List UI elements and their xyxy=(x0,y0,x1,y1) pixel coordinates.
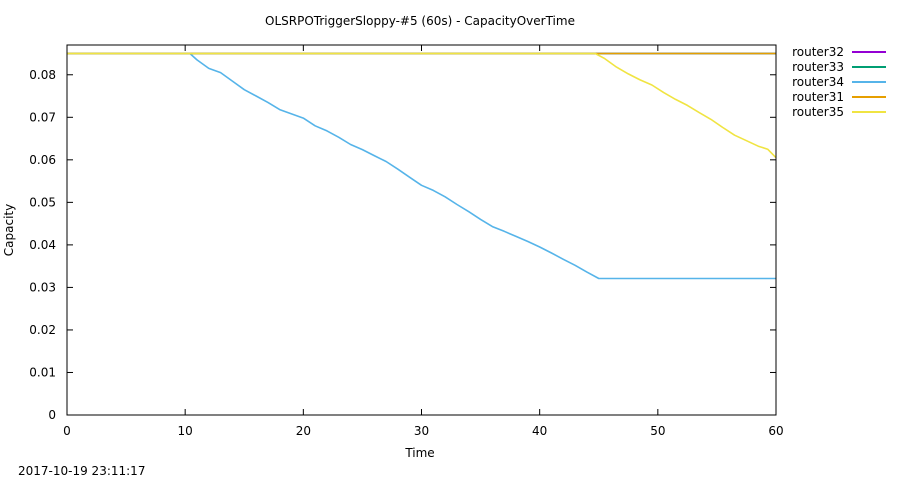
series-line-router35 xyxy=(67,52,777,159)
x-tick-label: 30 xyxy=(414,424,429,438)
chart-title: OLSRPOTriggerSloppy-#5 (60s) - CapacityO… xyxy=(265,14,575,28)
x-tick-label: 10 xyxy=(178,424,193,438)
y-tick-label: 0.04 xyxy=(29,238,56,252)
x-tick-label: 0 xyxy=(63,424,71,438)
legend-label-router34: router34 xyxy=(792,75,844,89)
y-axis-label: Capacity xyxy=(2,204,16,256)
x-tick-label: 50 xyxy=(650,424,665,438)
y-tick-label: 0.07 xyxy=(29,110,56,124)
y-tick-label: 0.06 xyxy=(29,153,56,167)
y-tick-label: 0 xyxy=(48,408,56,422)
legend-label-router35: router35 xyxy=(792,105,844,119)
axes: 0 10 20 30 40 50 60 0 0.01 0.02 0.03 0.04 0.05 0.06 0.… xyxy=(29,44,784,438)
x-tick-label: 40 xyxy=(532,424,547,438)
legend-label-router33: router33 xyxy=(792,60,844,74)
x-axis-label: Time xyxy=(404,446,434,460)
y-tick-label: 0.01 xyxy=(29,365,56,379)
legend-label-router31: router31 xyxy=(792,90,844,104)
y-tick-label: 0.03 xyxy=(29,280,56,294)
plot-area xyxy=(67,52,777,280)
y-tick-label: 0.02 xyxy=(29,323,56,337)
x-tick-label: 60 xyxy=(768,424,783,438)
x-tick-label: 20 xyxy=(296,424,311,438)
y-tick-label: 0.05 xyxy=(29,195,56,209)
series-line-router34 xyxy=(67,52,776,280)
legend-label-router32: router32 xyxy=(792,45,844,59)
timestamp-label: 2017-10-19 23:11:17 xyxy=(18,464,145,478)
plot-frame xyxy=(66,44,777,416)
y-tick-label: 0.08 xyxy=(29,68,56,82)
